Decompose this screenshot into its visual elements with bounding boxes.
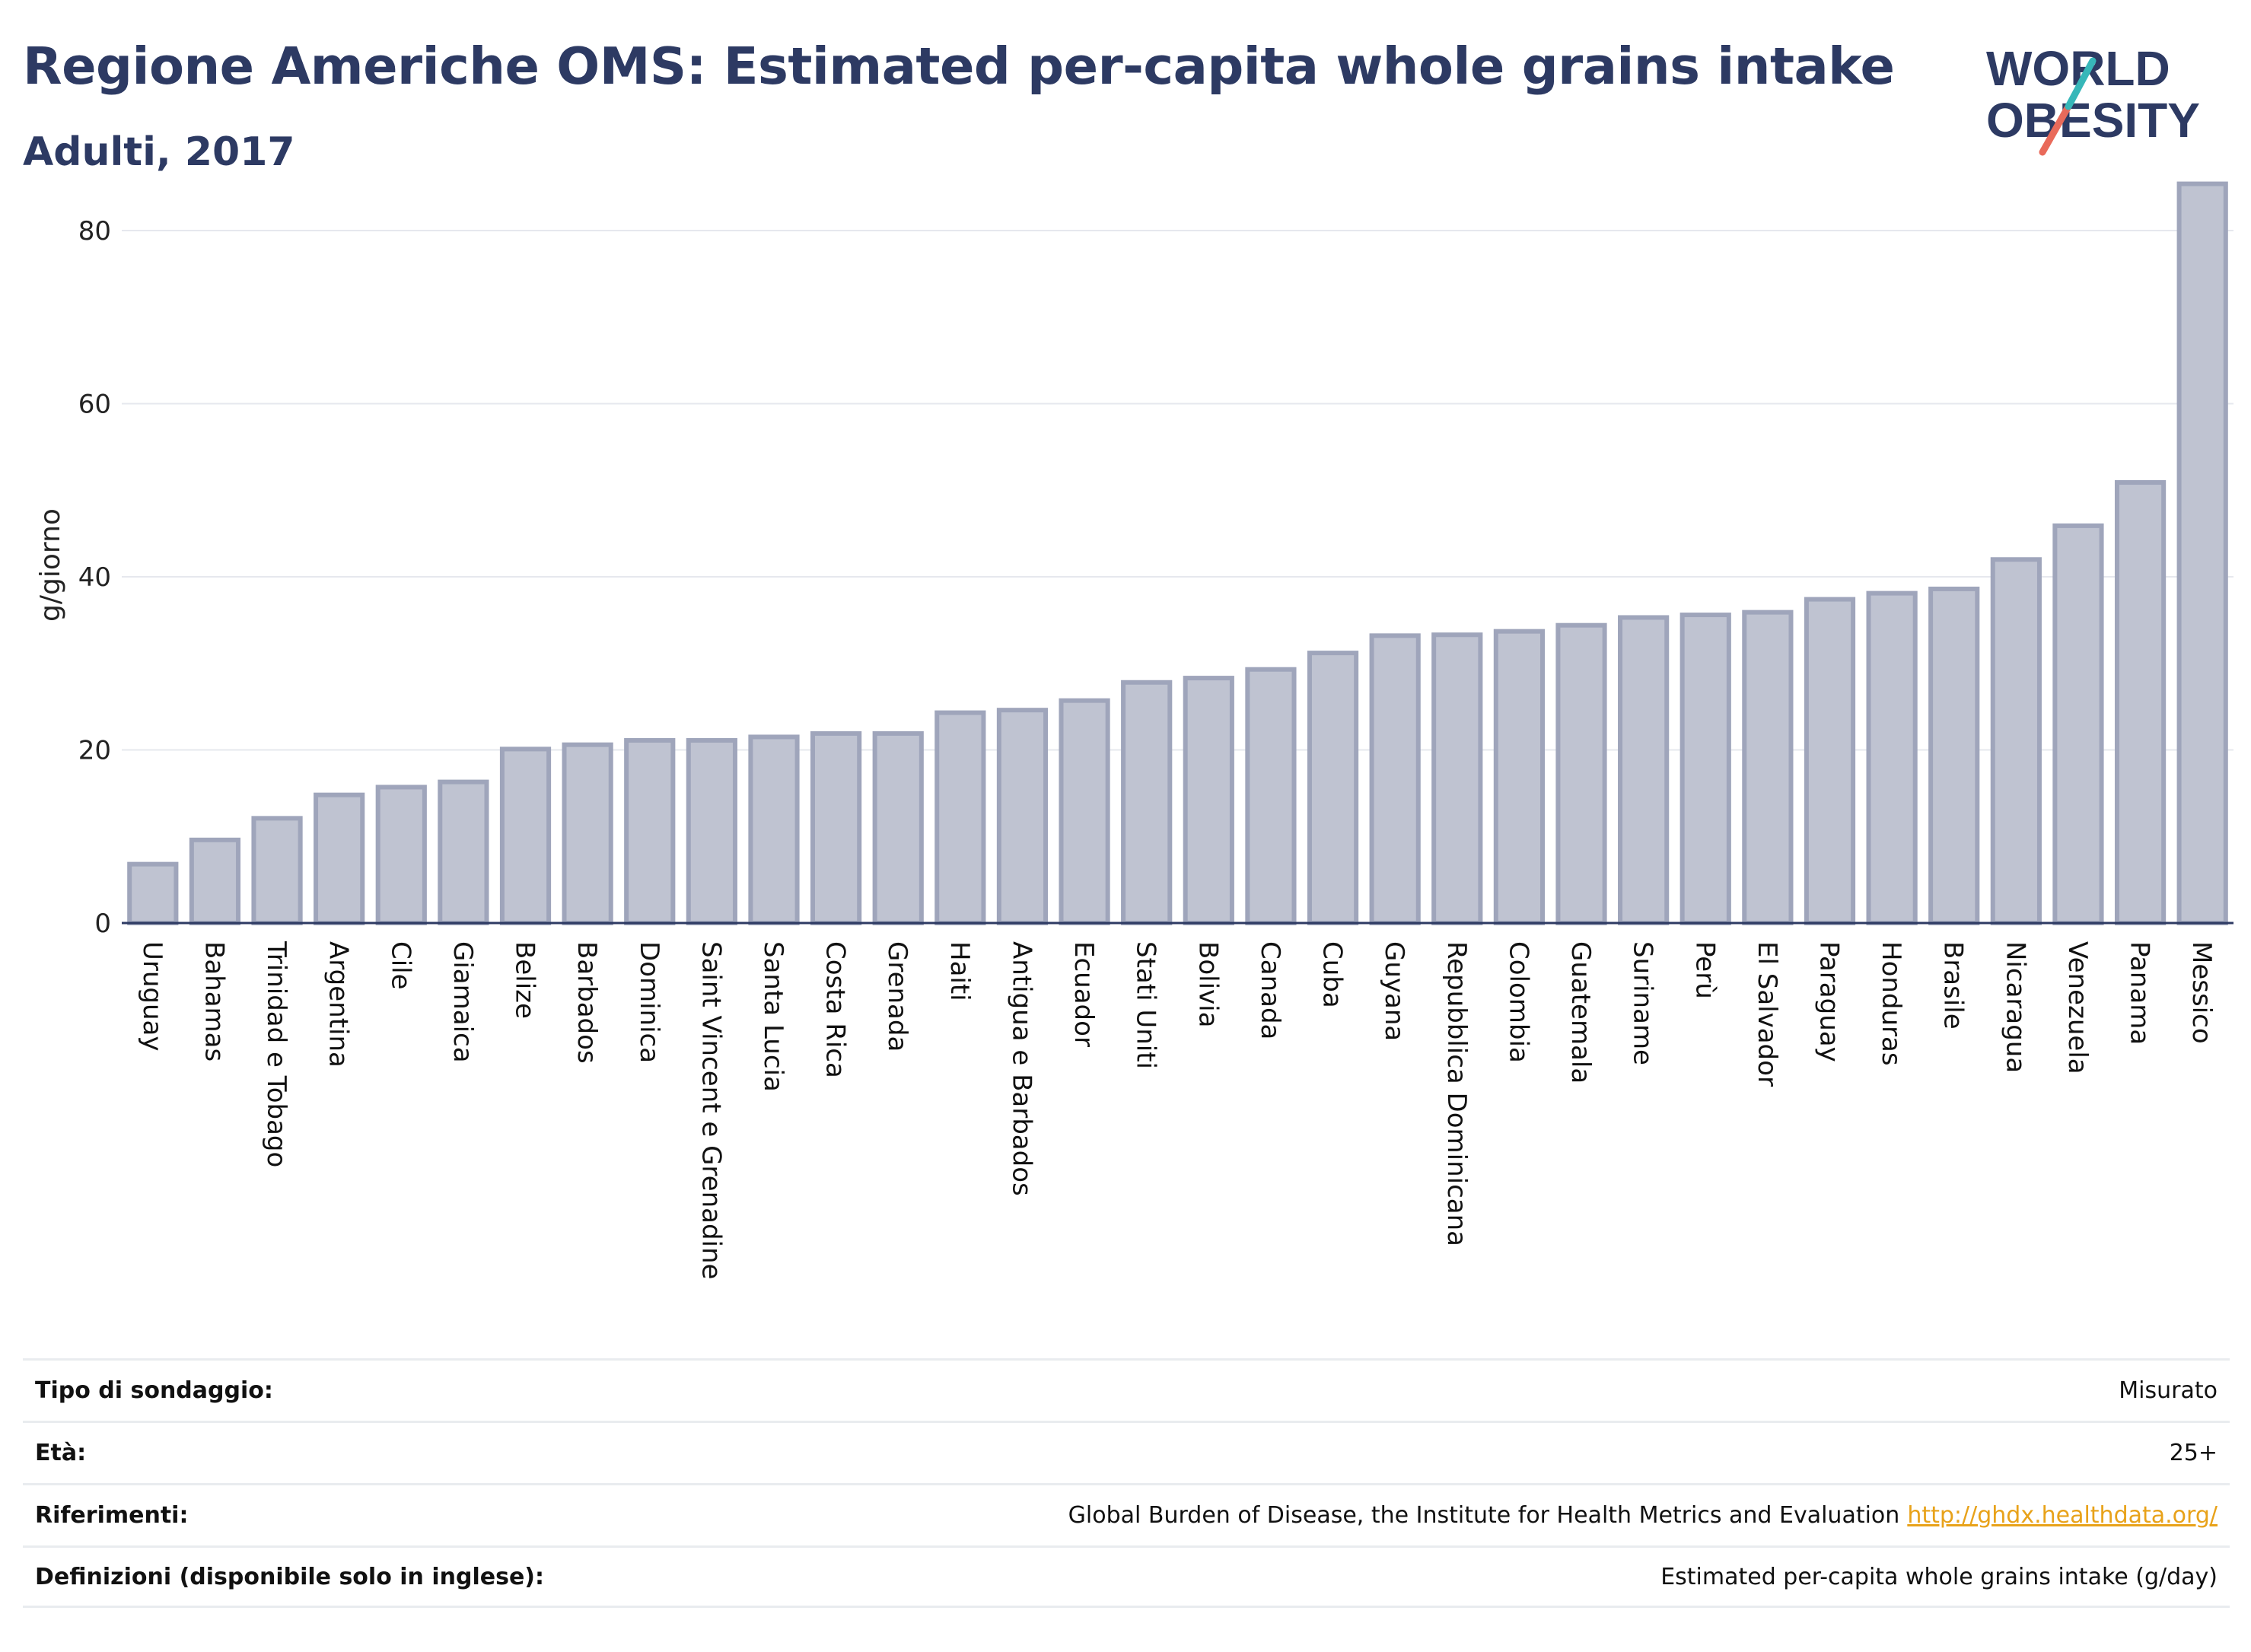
bar — [1183, 676, 1234, 926]
bar — [1990, 557, 2042, 925]
bar — [748, 734, 800, 925]
x-tick-label: Trinidad e Tobago — [261, 941, 291, 1167]
x-tick-label: Haiti — [944, 941, 975, 1001]
details-table: Tipo di sondaggio: Misurato Età: 25+ Rif… — [23, 1358, 2230, 1608]
x-tick-label: Canada — [1255, 941, 1285, 1039]
x-tick-label: Repubblica Dominicana — [1441, 941, 1472, 1246]
bar — [872, 731, 924, 926]
bar — [624, 737, 676, 925]
bar — [189, 837, 241, 926]
x-tick-label: Cuba — [1317, 941, 1348, 1008]
bar — [2114, 480, 2167, 925]
details-row-references: Riferimenti: Global Burden of Disease, t… — [23, 1483, 2230, 1545]
x-tick-label: Panama — [2125, 941, 2155, 1045]
world-obesity-logo: WORLD OBESITY — [1986, 41, 2200, 156]
y-tick-label: 40 — [78, 562, 111, 593]
y-tick-label: 80 — [78, 216, 111, 247]
x-tick-label: Ecuador — [1068, 941, 1099, 1047]
bar — [562, 742, 613, 925]
x-tick-label: Uruguay — [137, 941, 167, 1052]
bar — [127, 861, 179, 926]
chart-title: Regione Americhe OMS: Estimated per-capi… — [23, 37, 1895, 96]
bar — [1245, 667, 1297, 926]
chart-subtitle: Adulti, 2017 — [23, 129, 295, 175]
bar — [1121, 680, 1173, 926]
x-tick-label: Stati Uniti — [1131, 941, 1161, 1069]
x-tick-label: Barbados — [572, 941, 602, 1064]
x-tick-label: Messico — [2186, 941, 2217, 1044]
bar — [1742, 610, 1794, 925]
y-tick-label: 60 — [78, 390, 111, 420]
x-tick-label: Saint Vincent e Grenadine — [696, 941, 726, 1279]
bar — [499, 746, 552, 925]
y-axis-label: g/giorno — [35, 508, 66, 622]
bar — [1618, 615, 1670, 926]
y-tick-label: 20 — [78, 736, 111, 766]
bar — [1928, 586, 1980, 925]
bar — [934, 710, 986, 926]
details-value: Misurato — [2119, 1377, 2218, 1404]
bar — [1431, 632, 1483, 926]
x-tick-label: Venezuela — [2062, 941, 2093, 1074]
x-tick-label: Brasile — [1938, 941, 1969, 1030]
x-tick-label: Belize — [510, 941, 540, 1019]
x-tick-label: Suriname — [1628, 941, 1658, 1065]
x-tick-label: Dominica — [634, 941, 664, 1063]
x-tick-label: Guyana — [1379, 941, 1409, 1041]
details-row-survey-type: Tipo di sondaggio: Misurato — [23, 1358, 2230, 1421]
x-tick-label: Colombia — [1503, 941, 1533, 1063]
bar — [686, 737, 737, 925]
x-tick-label: Costa Rica — [820, 941, 851, 1078]
bar — [1804, 597, 1856, 925]
details-value: Global Burden of Disease, the Institute … — [1068, 1502, 1900, 1529]
bar — [2176, 181, 2228, 925]
details-label: Riferimenti: — [35, 1502, 189, 1529]
x-tick-label: Antigua e Barbados — [1006, 941, 1036, 1196]
x-tick-label: Santa Lucia — [758, 941, 788, 1092]
bar-chart: 0 20 40 60 80 g/giorno Uruguay Bahamas Trinidad … — [35, 181, 2233, 1279]
logo-line2: OBESITY — [1986, 93, 2200, 148]
details-value: 25+ — [2169, 1440, 2218, 1466]
y-tick-label: 0 — [94, 909, 111, 939]
bar — [1555, 622, 1607, 925]
bar — [1493, 629, 1546, 925]
x-tick-label: Giamaica — [447, 941, 478, 1063]
bar — [2052, 523, 2104, 925]
bar — [438, 779, 489, 926]
x-tick-label: Perù — [1689, 941, 1720, 999]
bar — [810, 731, 862, 926]
details-label: Tipo di sondaggio: — [35, 1377, 273, 1404]
details-label: Definizioni (disponibile solo in inglese… — [35, 1563, 544, 1590]
x-tick-label: Cile — [385, 941, 415, 990]
bar — [1059, 698, 1110, 925]
bar — [1866, 590, 1918, 925]
bar — [314, 792, 365, 926]
x-tick-label: Honduras — [1876, 941, 1906, 1066]
x-tick-label: Paraguay — [1813, 941, 1844, 1062]
details-row-age: Età: 25+ — [23, 1421, 2230, 1483]
details-row-definitions: Definizioni (disponibile solo in inglese… — [23, 1545, 2230, 1608]
x-tick-label: Argentina — [323, 941, 354, 1068]
bar — [251, 816, 303, 926]
x-tick-label: Bolivia — [1192, 941, 1223, 1027]
x-tick-label: El Salvador — [1752, 941, 1782, 1087]
details-label: Età: — [35, 1440, 87, 1466]
bar — [1679, 613, 1731, 925]
bar — [996, 708, 1049, 925]
x-tick-label: Grenada — [882, 941, 912, 1052]
x-tick-label: Guatemala — [1565, 941, 1596, 1084]
x-tick-label: Bahamas — [199, 941, 229, 1062]
x-tick-label: Nicaragua — [2000, 941, 2030, 1073]
bar — [1307, 651, 1359, 925]
details-value-group: Global Burden of Disease, the Institute … — [1068, 1502, 2218, 1529]
reference-link[interactable]: http://ghdx.healthdata.org/ — [1907, 1502, 2218, 1529]
bar — [375, 785, 427, 925]
details-value: Estimated per-capita whole grains intake… — [1660, 1563, 2218, 1590]
bar — [1369, 633, 1421, 925]
